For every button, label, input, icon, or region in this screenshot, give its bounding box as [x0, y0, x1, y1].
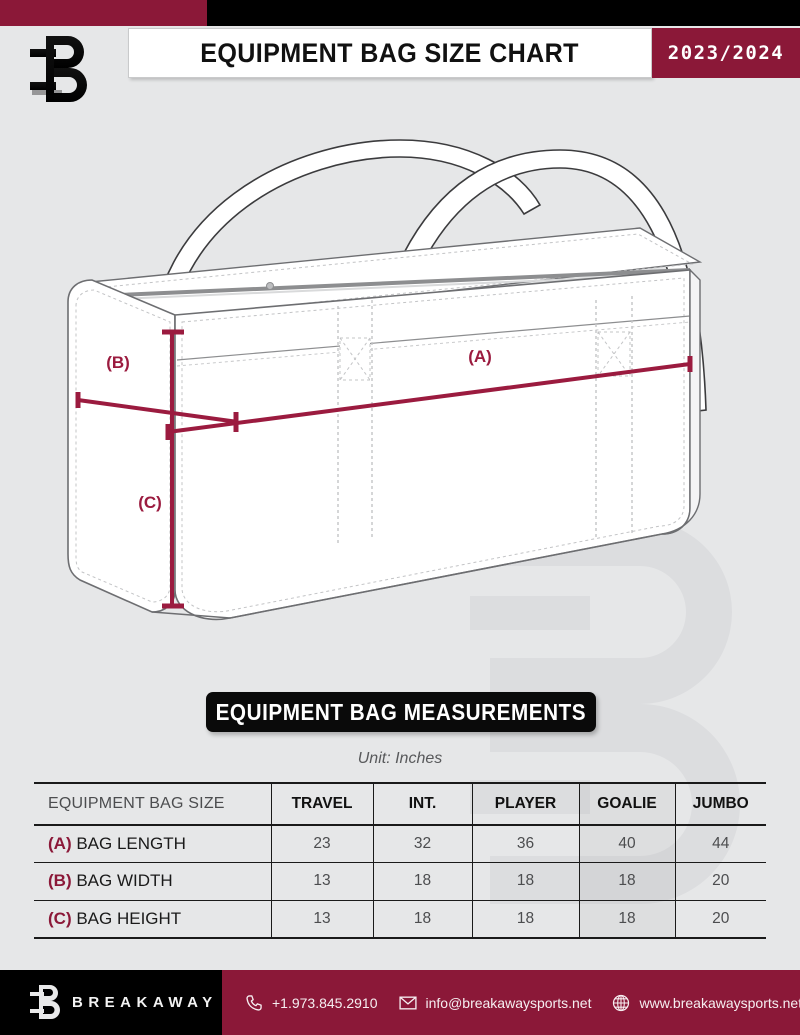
row-name-a: BAG LENGTH — [76, 834, 186, 853]
equipment-bag-illustration: (A) (B) (C) — [67, 139, 707, 621]
page-title: EQUIPMENT BAG SIZE CHART — [200, 37, 580, 68]
table-row: (C) BAG HEIGHT 13 18 18 18 20 — [34, 900, 766, 939]
cell-height-player: 18 — [472, 900, 580, 939]
measurements-table-wrap: EQUIPMENT BAG SIZE TRAVEL INT. PLAYER GO… — [34, 782, 766, 939]
table-row: (A) BAG LENGTH 23 32 36 40 44 — [34, 825, 766, 863]
breakaway-b-logo-icon — [30, 36, 87, 102]
footer-contacts: +1.973.845.2910 info@breakawaysports.net… — [244, 970, 800, 1035]
callout-label-c: (C) — [138, 493, 162, 512]
phone-icon — [246, 994, 262, 1011]
footer-phone-text: +1.973.845.2910 — [272, 994, 378, 1011]
year-badge: 2023/2024 — [652, 28, 800, 78]
breakaway-b-logo-icon — [30, 985, 60, 1019]
measure-line-c — [162, 329, 184, 609]
bag-bottom-edge — [151, 533, 663, 619]
row-tag-a: (A) — [48, 834, 72, 853]
cell-length-travel: 23 — [271, 825, 374, 863]
row-name-c: BAG HEIGHT — [76, 908, 182, 928]
row-label-bag-height: (C) BAG HEIGHT — [34, 900, 272, 939]
measure-line-b — [75, 392, 239, 432]
row-tag-c: (C) — [48, 908, 72, 928]
row-label-bag-length: (A) BAG LENGTH — [34, 825, 272, 863]
bag-front-panel — [174, 269, 691, 621]
footer-contact-email[interactable]: info@breakawaysports.net — [398, 993, 592, 1013]
footer-website-text: www.breakawaysports.net — [639, 994, 800, 1011]
section-banner-title: EQUIPMENT BAG MEASUREMENTS — [215, 698, 587, 725]
top-accent-bar — [0, 0, 800, 26]
column-header-size: EQUIPMENT BAG SIZE — [34, 783, 272, 826]
column-header-int: INT. — [373, 783, 473, 826]
cell-length-int: 32 — [373, 825, 473, 863]
cell-height-int: 18 — [373, 900, 473, 939]
cell-width-goalie: 18 — [579, 862, 676, 901]
row-tag-b: (B) — [48, 871, 72, 891]
measurements-table: EQUIPMENT BAG SIZE TRAVEL INT. PLAYER GO… — [34, 782, 766, 939]
cell-height-goalie: 18 — [579, 900, 676, 939]
top-accent-black — [207, 0, 800, 26]
callout-label-a: (A) — [468, 347, 492, 366]
bag-strap-left — [337, 300, 373, 546]
cell-height-travel: 13 — [271, 900, 374, 939]
column-header-goalie: GOALIE — [579, 783, 676, 826]
page-header: EQUIPMENT BAG SIZE CHART 2023/2024 — [0, 26, 800, 102]
footer-contact-phone[interactable]: +1.973.845.2910 — [244, 993, 378, 1013]
cell-length-player: 36 — [472, 825, 580, 863]
footer-email-text: info@breakawaysports.net — [425, 994, 592, 1011]
cell-width-int: 18 — [373, 862, 473, 901]
bag-handle-back — [149, 139, 542, 363]
unit-note: Unit: Inches — [357, 750, 443, 767]
cell-width-jumbo: 20 — [675, 862, 766, 901]
bag-right-end — [661, 268, 701, 535]
footer-brand-block — [0, 970, 222, 1035]
globe-icon — [613, 994, 630, 1011]
column-header-travel: TRAVEL — [271, 783, 374, 826]
callout-label-b: (B) — [106, 353, 130, 372]
footer-contact-website[interactable]: www.breakawaysports.net — [611, 993, 800, 1013]
bag-left-end-panel — [67, 279, 176, 613]
bag-strap-right — [595, 296, 633, 540]
cell-length-goalie: 40 — [579, 825, 676, 863]
cell-width-travel: 13 — [271, 862, 374, 901]
column-header-jumbo: JUMBO — [675, 783, 766, 826]
top-accent-maroon — [0, 0, 207, 26]
bag-handle-front — [351, 149, 707, 531]
year-badge-label: 2023/2024 — [667, 42, 785, 64]
table-header-row: EQUIPMENT BAG SIZE TRAVEL INT. PLAYER GO… — [34, 783, 766, 826]
column-header-player: PLAYER — [472, 783, 580, 826]
title-plate: EQUIPMENT BAG SIZE CHART — [128, 28, 652, 78]
table-row: (B) BAG WIDTH 13 18 18 18 20 — [34, 862, 766, 901]
cell-width-player: 18 — [472, 862, 580, 901]
measure-line-a — [165, 356, 693, 440]
cell-height-jumbo: 20 — [675, 900, 766, 939]
footer-brand-name: BREAKAWAY — [72, 994, 218, 1011]
footer-contact-block — [222, 970, 800, 1035]
row-name-b: BAG WIDTH — [76, 871, 173, 891]
cell-length-jumbo: 44 — [675, 825, 766, 863]
row-label-bag-width: (B) BAG WIDTH — [34, 862, 272, 901]
email-icon — [398, 996, 417, 1009]
section-banner: EQUIPMENT BAG MEASUREMENTS — [206, 692, 596, 732]
page-footer: BREAKAWAY +1.973.845.2910 info@breakaway… — [0, 970, 800, 1035]
